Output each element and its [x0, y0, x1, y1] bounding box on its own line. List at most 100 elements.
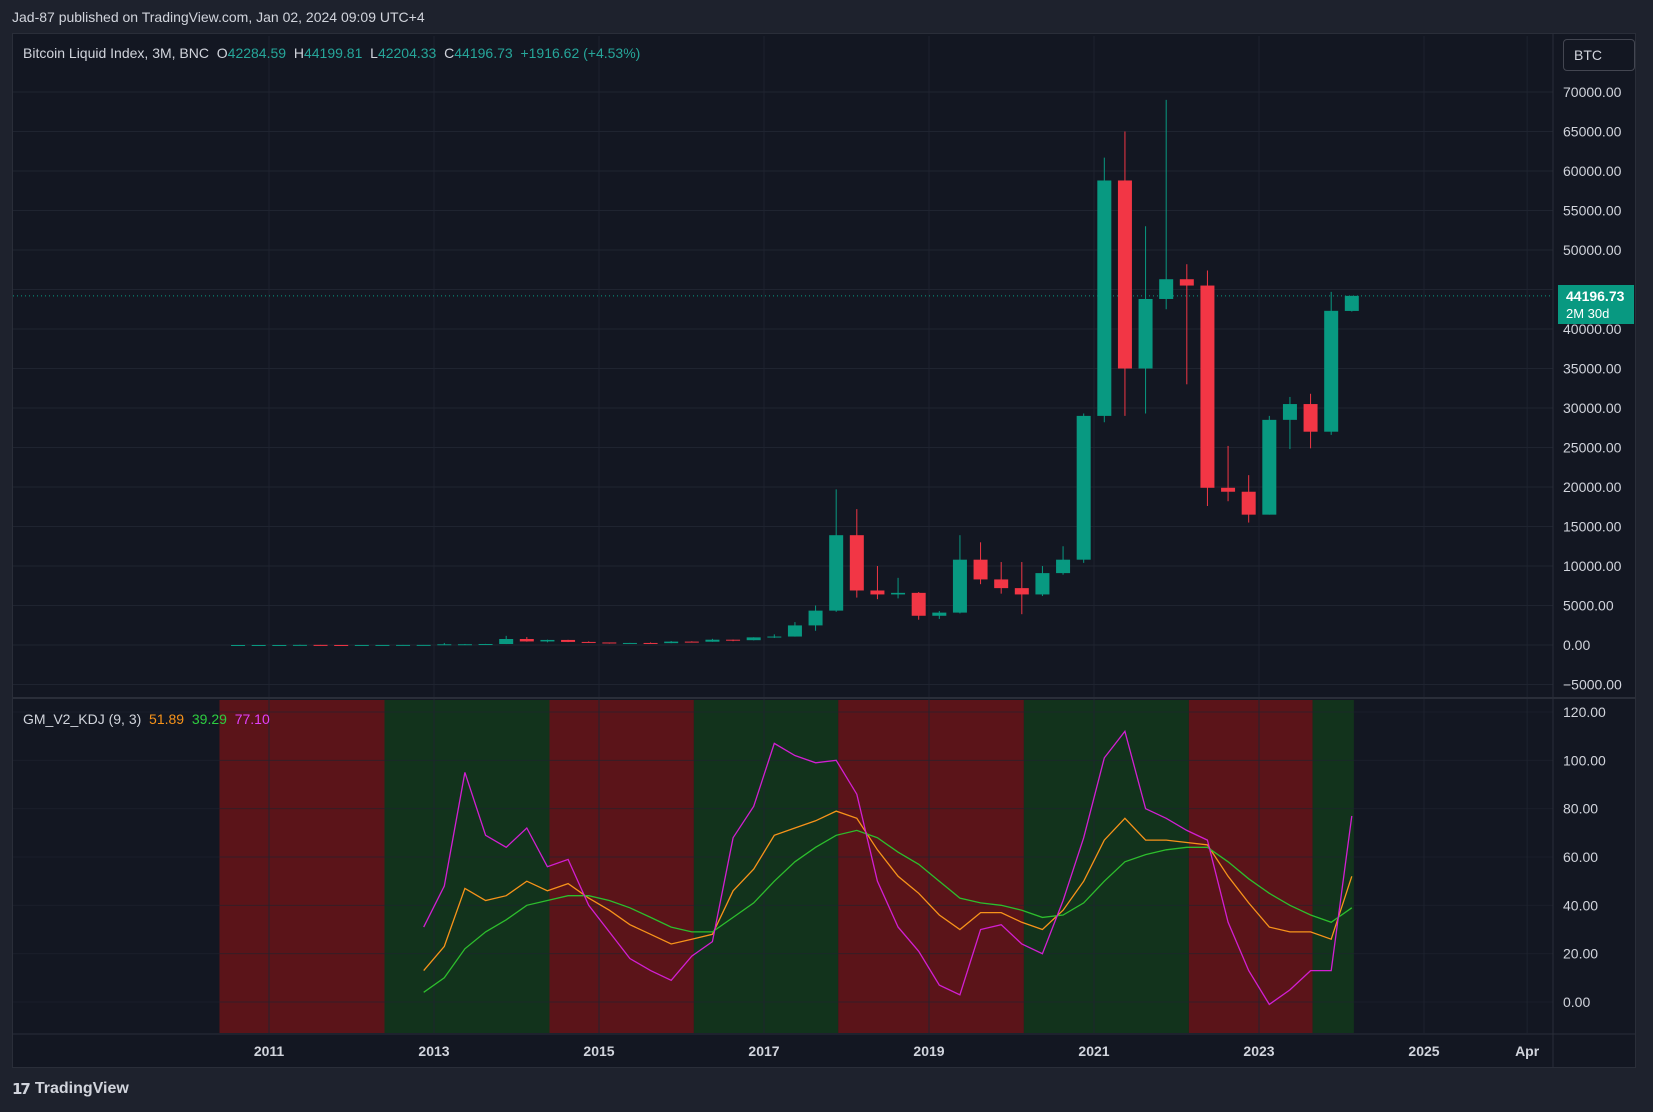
- candle-body: [231, 644, 246, 646]
- legend-title: Bitcoin Liquid Index, 3M, BNC: [23, 45, 209, 61]
- kdj-name: GM_V2_KDJ (9, 3): [23, 711, 142, 727]
- candle-body: [272, 644, 287, 646]
- candle-body: [457, 644, 472, 646]
- x-tick-label: 2023: [1243, 1043, 1274, 1059]
- y-tick-label-main: 35000.00: [1563, 361, 1622, 377]
- candle-body: [1159, 279, 1174, 299]
- candle-body: [1200, 285, 1215, 488]
- legend-h-label: H: [293, 45, 304, 61]
- candle-body: [952, 559, 967, 613]
- legend-l-label: L: [370, 45, 378, 61]
- y-tick-label-main: 40000.00: [1563, 321, 1622, 337]
- x-tick-label: 2013: [418, 1043, 449, 1059]
- candle-body: [375, 644, 390, 646]
- candle-body: [416, 644, 431, 646]
- candle-countdown: 2M 30d: [1566, 306, 1610, 321]
- candle-body: [849, 535, 864, 591]
- y-tick-label-kdj: 40.00: [1563, 897, 1598, 913]
- candle-body: [973, 559, 988, 580]
- last-price-value: 44196.73: [1566, 288, 1625, 304]
- kdj-zone-7: [1312, 700, 1354, 1033]
- candle-body: [684, 641, 699, 643]
- y-tick-label-main: 0.00: [1563, 637, 1590, 653]
- candle-body: [251, 644, 266, 646]
- candle-body: [664, 641, 679, 644]
- candle-body: [870, 590, 885, 595]
- candle-body: [891, 592, 906, 595]
- candle-body: [829, 535, 844, 611]
- y-tick-label-main: 25000.00: [1563, 440, 1622, 456]
- y-tick-label-main: 20000.00: [1563, 479, 1622, 495]
- footer-brand-label: TradingView: [34, 1080, 129, 1097]
- candle-body: [1076, 415, 1091, 560]
- y-tick-label-kdj: 80.00: [1563, 801, 1598, 817]
- candle-body: [1117, 180, 1132, 369]
- candle-body: [581, 641, 596, 643]
- x-tick-label: Apr: [1515, 1043, 1540, 1059]
- y-tick-label-main: 50000.00: [1563, 242, 1622, 258]
- legend-c-label: C: [444, 45, 455, 61]
- candle-body: [354, 644, 369, 646]
- y-tick-label-main: 5000.00: [1563, 598, 1614, 614]
- kdj-zone-2: [549, 700, 694, 1033]
- y-tick-label-kdj: 20.00: [1563, 946, 1598, 962]
- candle-body: [1014, 588, 1029, 595]
- candle-body: [705, 639, 720, 642]
- candle-body: [519, 638, 534, 642]
- y-tick-label-kdj: 120.00: [1563, 704, 1606, 720]
- footer-brand[interactable]: 17 TradingView: [12, 1080, 129, 1098]
- candle-body: [1221, 487, 1236, 492]
- tradingview-logo-icon: 17: [12, 1080, 31, 1098]
- candle-body: [643, 642, 658, 644]
- kdj-line-k: [423, 810, 1353, 972]
- candle-body: [787, 625, 802, 637]
- y-tick-label-main: 15000.00: [1563, 519, 1622, 535]
- candle-body: [1179, 279, 1194, 286]
- candle-body: [911, 592, 926, 616]
- kdj-k-value: 51.89: [149, 711, 185, 727]
- candle-body: [602, 642, 617, 644]
- kdj-d-value: 39.29: [191, 711, 227, 727]
- kdj-line-d: [423, 829, 1353, 993]
- y-tick-label-main: 70000.00: [1563, 84, 1622, 100]
- main-pane-bg: [13, 36, 1553, 695]
- candle-body: [1324, 310, 1339, 432]
- x-tick-label: 2025: [1408, 1043, 1439, 1059]
- x-tick-label: 2019: [913, 1043, 944, 1059]
- legend-high: 44199.81: [303, 45, 363, 61]
- compare-symbol-button[interactable]: BTC: [1563, 39, 1635, 71]
- candle-body: [1282, 404, 1297, 420]
- kdj-zone-4: [838, 700, 1024, 1033]
- x-tick-label: 2017: [748, 1043, 779, 1059]
- candle-body: [1344, 295, 1359, 311]
- candle-body: [1097, 180, 1112, 416]
- x-tick-label: 2011: [254, 1043, 285, 1059]
- candle-body: [478, 644, 493, 646]
- legend-change: +1916.62 (+4.53%): [520, 45, 641, 61]
- legend-o-label: O: [216, 45, 228, 61]
- candle-body: [334, 644, 349, 646]
- candle-body: [1035, 573, 1050, 595]
- candle-body: [932, 612, 947, 616]
- y-tick-label-kdj: 100.00: [1563, 752, 1606, 768]
- x-tick-label: 2021: [1078, 1043, 1109, 1059]
- candle-body: [746, 637, 761, 641]
- kdj-zone-0: [219, 700, 385, 1033]
- candle-body: [561, 639, 576, 642]
- candle-body: [622, 642, 637, 644]
- kdj-zone-3: [693, 700, 839, 1033]
- candle-body: [1056, 559, 1071, 574]
- y-tick-label-main: 60000.00: [1563, 163, 1622, 179]
- last-price-tag: 44196.73 2M 30d: [1558, 285, 1634, 324]
- candle-body: [808, 610, 823, 626]
- legend-open: 42284.59: [227, 45, 287, 61]
- kdj-line-j: [423, 729, 1353, 1006]
- x-tick-label: 2015: [583, 1043, 614, 1059]
- publish-info: Jad-87 published on TradingView.com, Jan…: [12, 9, 425, 25]
- candle-body: [313, 644, 328, 646]
- legend-low: 42204.33: [377, 45, 437, 61]
- candle-body: [767, 636, 782, 638]
- y-tick-label-main: 30000.00: [1563, 400, 1622, 416]
- legend-close: 44196.73: [454, 45, 513, 61]
